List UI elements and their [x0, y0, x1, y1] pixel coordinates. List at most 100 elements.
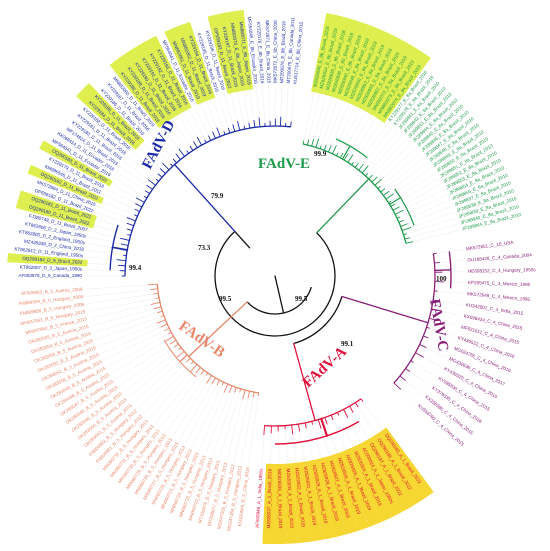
highlight-band — [325, 454, 359, 535]
guide-line — [150, 132, 175, 160]
terminal-branch — [216, 127, 221, 137]
guide-line — [290, 87, 296, 123]
highlight-band — [283, 463, 299, 544]
guide-line — [131, 150, 160, 175]
bootstrap-value: 99.9 — [314, 150, 327, 158]
terminal-branch — [175, 153, 181, 160]
guide-line — [349, 116, 378, 160]
highlight-band — [7, 253, 88, 267]
guide-line — [398, 189, 445, 213]
terminal-branch — [343, 153, 349, 161]
leaf-label: OQ290184_D_9_Brazil_2022 — [22, 256, 83, 265]
bootstrap-value: 99.5 — [295, 295, 308, 303]
guide-line — [119, 346, 176, 386]
highlight-band — [148, 35, 192, 111]
guide-line — [233, 395, 249, 462]
terminal-branch — [302, 140, 305, 145]
guide-line — [383, 157, 424, 190]
terminal-branch — [195, 366, 201, 374]
guide-line — [396, 183, 442, 209]
guide-line — [88, 298, 156, 312]
highlight-band — [291, 462, 311, 543]
terminal-branch — [150, 301, 161, 305]
terminal-branch — [380, 188, 386, 193]
highlight-band — [109, 59, 165, 129]
backbone-stem — [316, 217, 332, 234]
guide-line — [357, 405, 377, 437]
guide-line — [377, 148, 416, 183]
terminal-branch — [212, 131, 216, 139]
clade-stem — [329, 178, 370, 220]
terminal-branch — [258, 117, 261, 128]
leaf-label: AF508946_A_1_India_1950s — [255, 468, 264, 528]
terminal-branch — [145, 190, 151, 195]
guide-line — [88, 237, 125, 245]
highlight-band — [300, 460, 323, 542]
terminal-branch — [247, 390, 250, 399]
guide-line — [165, 120, 187, 151]
guide-line — [325, 99, 345, 147]
guide-line — [280, 86, 283, 123]
guide-line — [145, 136, 171, 164]
guide-line — [143, 364, 191, 414]
highlight-band — [379, 52, 431, 124]
leaf-label: MZ826933_A_1_Brazil_2019 — [286, 468, 295, 528]
highlight-band — [334, 21, 369, 100]
terminal-branch — [324, 417, 328, 425]
terminal-branch — [428, 317, 439, 322]
guide-line — [270, 429, 272, 466]
guide-line — [325, 421, 339, 456]
terminal-branch — [174, 343, 180, 348]
backbone-stem — [234, 230, 251, 249]
terminal-branch — [147, 283, 158, 286]
highlight-band — [225, 11, 247, 92]
terminal-branch — [147, 179, 157, 186]
guide-line — [368, 134, 403, 174]
guide-line — [205, 99, 219, 133]
branches — [109, 116, 452, 445]
guide-line — [93, 218, 129, 230]
sub-branch — [388, 196, 402, 206]
terminal-branch — [126, 217, 136, 222]
highlight-band — [124, 49, 175, 121]
guide-line — [136, 146, 163, 171]
guide-line — [371, 139, 408, 177]
terminal-branch — [431, 308, 439, 312]
terminal-branch — [248, 122, 251, 129]
leaf-label: HE608152_C_4_Hungary_1950s — [468, 267, 536, 274]
guide-line — [438, 291, 465, 294]
terminal-branch — [253, 119, 256, 128]
terminal-branch — [234, 387, 237, 393]
terminal-branch — [208, 135, 212, 141]
guide-line — [230, 91, 239, 127]
guide-line — [123, 160, 153, 183]
guide-line — [338, 415, 355, 449]
guide-line — [193, 104, 210, 137]
guide-line — [357, 123, 389, 165]
terminal-branch — [146, 184, 153, 190]
guide-line — [155, 128, 179, 157]
terminal-branch — [223, 383, 229, 393]
guide-line — [285, 86, 289, 123]
guide-line — [303, 90, 315, 141]
guide-line — [181, 110, 200, 142]
terminal-branch — [399, 375, 406, 381]
terminal-branch — [385, 193, 394, 200]
guide-line — [160, 373, 202, 428]
guide-line — [389, 167, 432, 198]
guide-line — [95, 212, 130, 225]
guide-line — [85, 269, 122, 271]
terminal-branch — [252, 391, 255, 398]
guide-line — [185, 383, 218, 444]
guide-line — [285, 429, 288, 466]
highlight-band — [372, 432, 424, 506]
leaf-label: MT200676_E_8b_Brazil_2019 — [279, 21, 286, 84]
highlight-band — [311, 12, 336, 93]
highlight-band — [172, 24, 210, 103]
highlight-band — [216, 12, 241, 93]
guide-line — [402, 200, 450, 221]
guide-line — [241, 396, 254, 464]
highlight-band — [39, 140, 113, 187]
terminal-branch — [405, 368, 411, 372]
terminal-branch — [165, 335, 175, 342]
